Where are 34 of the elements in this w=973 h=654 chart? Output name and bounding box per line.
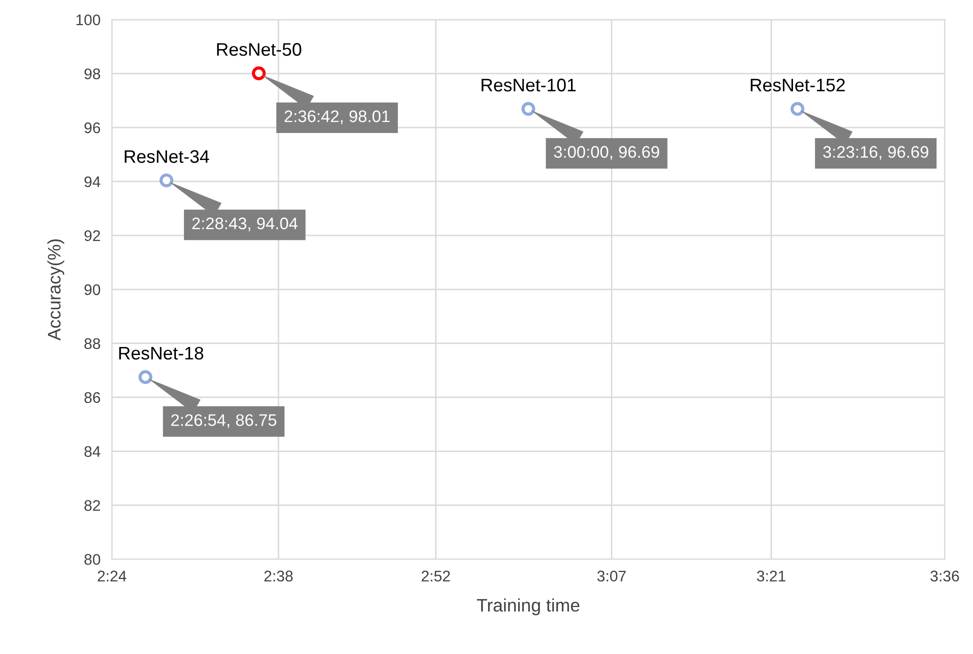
data-label: 3:00:00, 96.69 <box>554 146 660 160</box>
y-tick-label: 84 <box>84 446 100 457</box>
x-tick-label: 3:07 <box>597 570 626 582</box>
y-tick-label: 88 <box>84 338 100 350</box>
point <box>252 66 266 80</box>
y-tick-label: 86 <box>84 392 100 403</box>
y-tick-label: 96 <box>84 122 100 134</box>
data-label: 2:26:54, 86.75 <box>171 414 276 428</box>
y-tick-label: 80 <box>84 554 100 565</box>
data-label: 2:28:43, 94.04 <box>192 218 298 232</box>
data-label: 3:23:16, 96.69 <box>823 146 928 160</box>
point <box>138 370 152 384</box>
x-tick-label: 2:52 <box>422 570 450 582</box>
x-axis-title: Training time <box>476 598 580 616</box>
y-tick-label: 94 <box>84 176 100 188</box>
point <box>521 102 536 116</box>
series-label: ResNet-50 <box>217 43 302 56</box>
y-tick-label: 92 <box>84 230 100 242</box>
y-tick-label: 100 <box>76 14 100 26</box>
x-tick-label: 2:24 <box>98 570 126 582</box>
point <box>790 102 804 116</box>
y-tick-label: 90 <box>84 284 100 296</box>
series-label: ResNet-18 <box>119 346 204 360</box>
data-label: 2:36:42, 98.01 <box>284 110 390 124</box>
x-tick-label: 3:36 <box>930 570 959 582</box>
y-tick-label: 82 <box>84 500 100 511</box>
y-tick-label: 98 <box>84 68 100 80</box>
series-label: ResNet-101 <box>482 78 576 92</box>
y-axis-title: Accuracy(%) <box>47 239 64 341</box>
x-tick-label: 2:38 <box>264 570 293 582</box>
point <box>160 173 174 188</box>
x-tick-label: 3:21 <box>756 570 786 582</box>
series-label: ResNet-152 <box>750 78 845 92</box>
series-label: ResNet-34 <box>124 150 210 163</box>
